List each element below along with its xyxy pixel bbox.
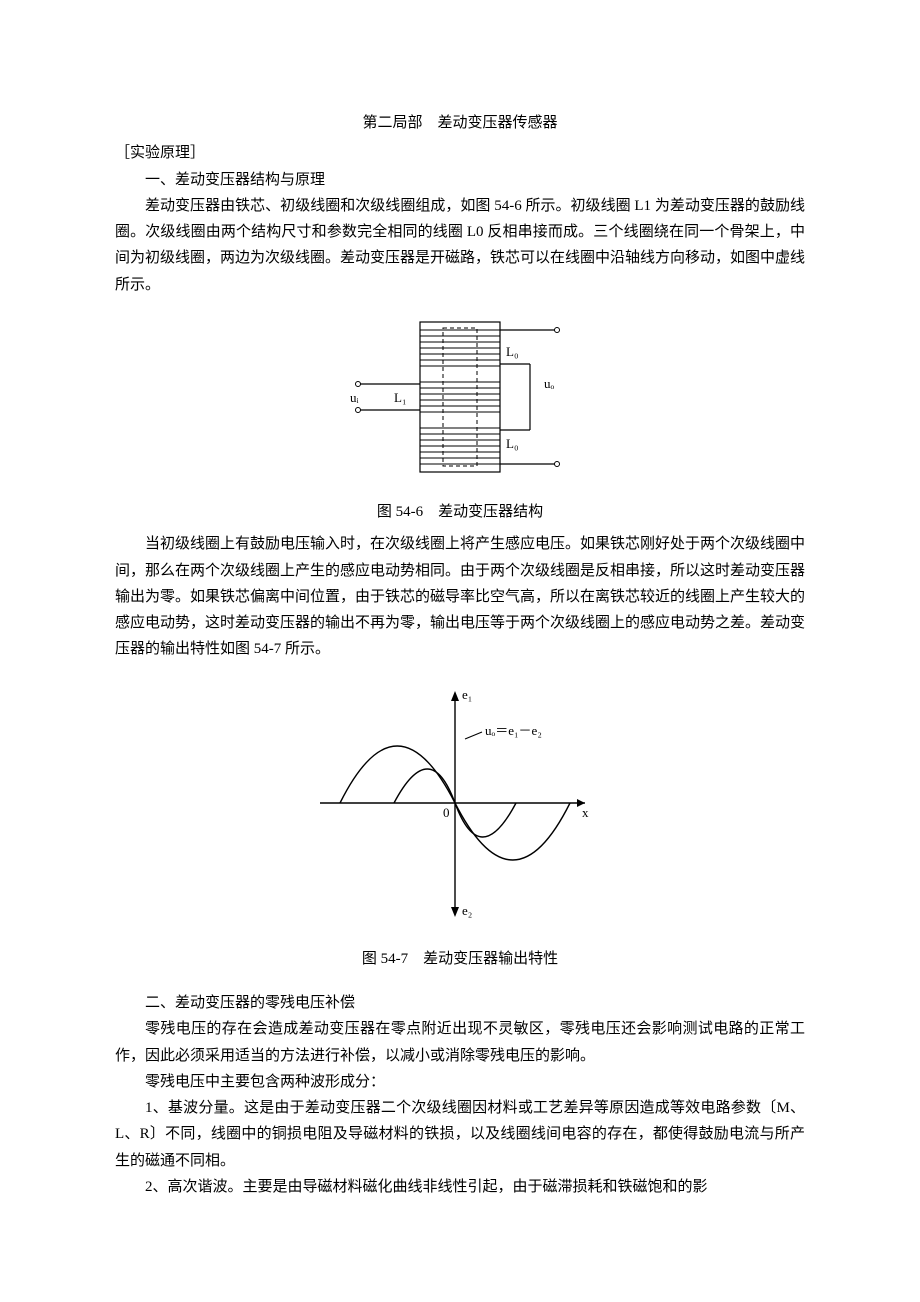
label-L0-bot: L₀ [506,436,518,451]
label-e1: e₁ [462,687,472,702]
transformer-structure-svg: uᵢ L₁ L₀ L₀ uₒ [330,312,590,482]
label-x: x [582,805,589,820]
figure-54-7: e₁ e₂ uₒ＝e₁－e₂ x 0 [115,677,805,938]
paragraph-2: 当初级线圈上有鼓励电压输入时，在次级线圈上将产生感应电压。如果铁芯刚好处于两个次… [115,531,805,662]
heading-2: 二、差动变压器的零残电压补偿 [115,990,805,1016]
figure-54-7-caption: 图 54-7 差动变压器输出特性 [115,946,805,972]
figure-54-6-caption: 图 54-6 差动变压器结构 [115,499,805,525]
label-uo: uₒ [544,376,555,391]
paragraph-6: 2、高次谐波。主要是由导磁材料磁化曲线非线性引起，由于磁滞损耗和铁磁饱和的影 [115,1174,805,1200]
label-e2: e₂ [462,903,472,918]
page-title: 第二局部 差动变压器传感器 [115,110,805,136]
paragraph-5: 1、基波分量。这是由于差动变压器二个次级线圈因材料或工艺差异等原因造成等效电路参… [115,1095,805,1174]
label-L1: L₁ [394,390,406,405]
heading-1: 一、差动变压器结构与原理 [115,167,805,193]
paragraph-4: 零残电压中主要包含两种波形成分： [115,1069,805,1095]
label-uo-eq: uₒ＝e₁－e₂ [485,723,542,738]
label-origin: 0 [443,805,450,820]
paragraph-1: 差动变压器由铁芯、初级线圈和次级线圈组成，如图 54-6 所示。初级线圈 L1 … [115,193,805,298]
label-ui: uᵢ [350,390,360,405]
experiment-principle-label: ［实验原理］ [115,140,805,166]
figure-54-6: uᵢ L₁ L₀ L₀ uₒ [115,312,805,491]
paragraph-3: 零残电压的存在会造成差动变压器在零点附近出现不灵敏区，零残电压还会影响测试电路的… [115,1016,805,1069]
output-characteristic-svg: e₁ e₂ uₒ＝e₁－e₂ x 0 [310,677,610,929]
label-L0-top: L₀ [506,344,518,359]
